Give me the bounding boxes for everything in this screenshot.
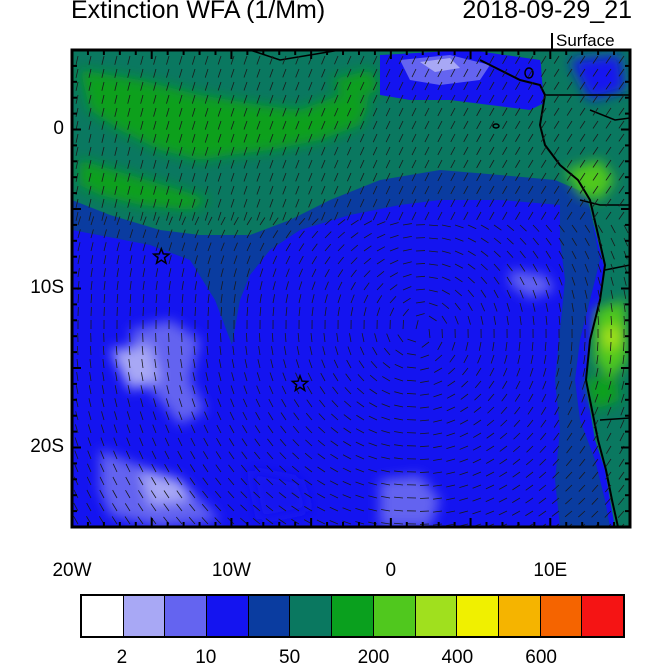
colorbar-box bbox=[207, 596, 249, 636]
colorbar-box bbox=[541, 596, 583, 636]
y-tick-label: 10S bbox=[30, 277, 64, 299]
y-tick-label: 20S bbox=[30, 436, 64, 458]
colorbar-box bbox=[374, 596, 416, 636]
wind-barb bbox=[420, 485, 429, 486]
colorbar-label: 400 bbox=[441, 647, 473, 669]
wind-barb bbox=[169, 307, 170, 316]
x-tick-label: 20W bbox=[52, 560, 91, 582]
colorbar-label: 200 bbox=[358, 647, 390, 669]
colorbar-box bbox=[499, 596, 541, 636]
colorbar-label: 600 bbox=[525, 647, 557, 669]
wind-barb bbox=[407, 393, 416, 394]
colorbar-box bbox=[249, 596, 291, 636]
colorbar-box bbox=[82, 596, 124, 636]
colorbar-box bbox=[582, 596, 623, 636]
wind-barb bbox=[182, 307, 183, 316]
colorbar-box bbox=[124, 596, 166, 636]
colorbar bbox=[80, 594, 625, 638]
y-tick-label: 0 bbox=[53, 118, 64, 140]
wind-barb bbox=[403, 320, 404, 329]
shaded-field bbox=[72, 50, 630, 531]
wind-barb bbox=[420, 472, 429, 473]
x-tick-label: 10E bbox=[533, 560, 567, 582]
wind-barb bbox=[610, 342, 611, 351]
colorbar-box bbox=[290, 596, 332, 636]
colorbar-box bbox=[165, 596, 207, 636]
wind-barb bbox=[220, 333, 221, 342]
wind-barb bbox=[207, 333, 208, 342]
colorbar-box bbox=[457, 596, 499, 636]
colorbar-box bbox=[332, 596, 374, 636]
colorbar-box bbox=[416, 596, 458, 636]
wind-barb bbox=[623, 342, 624, 351]
colorbar-label: 2 bbox=[117, 647, 128, 669]
x-tick-label: 0 bbox=[386, 560, 397, 582]
colorbar-label: 10 bbox=[195, 647, 216, 669]
x-tick-label: 10W bbox=[212, 560, 251, 582]
wind-barb bbox=[195, 307, 196, 316]
colorbar-label: 50 bbox=[279, 647, 300, 669]
wind-barb bbox=[416, 263, 425, 264]
